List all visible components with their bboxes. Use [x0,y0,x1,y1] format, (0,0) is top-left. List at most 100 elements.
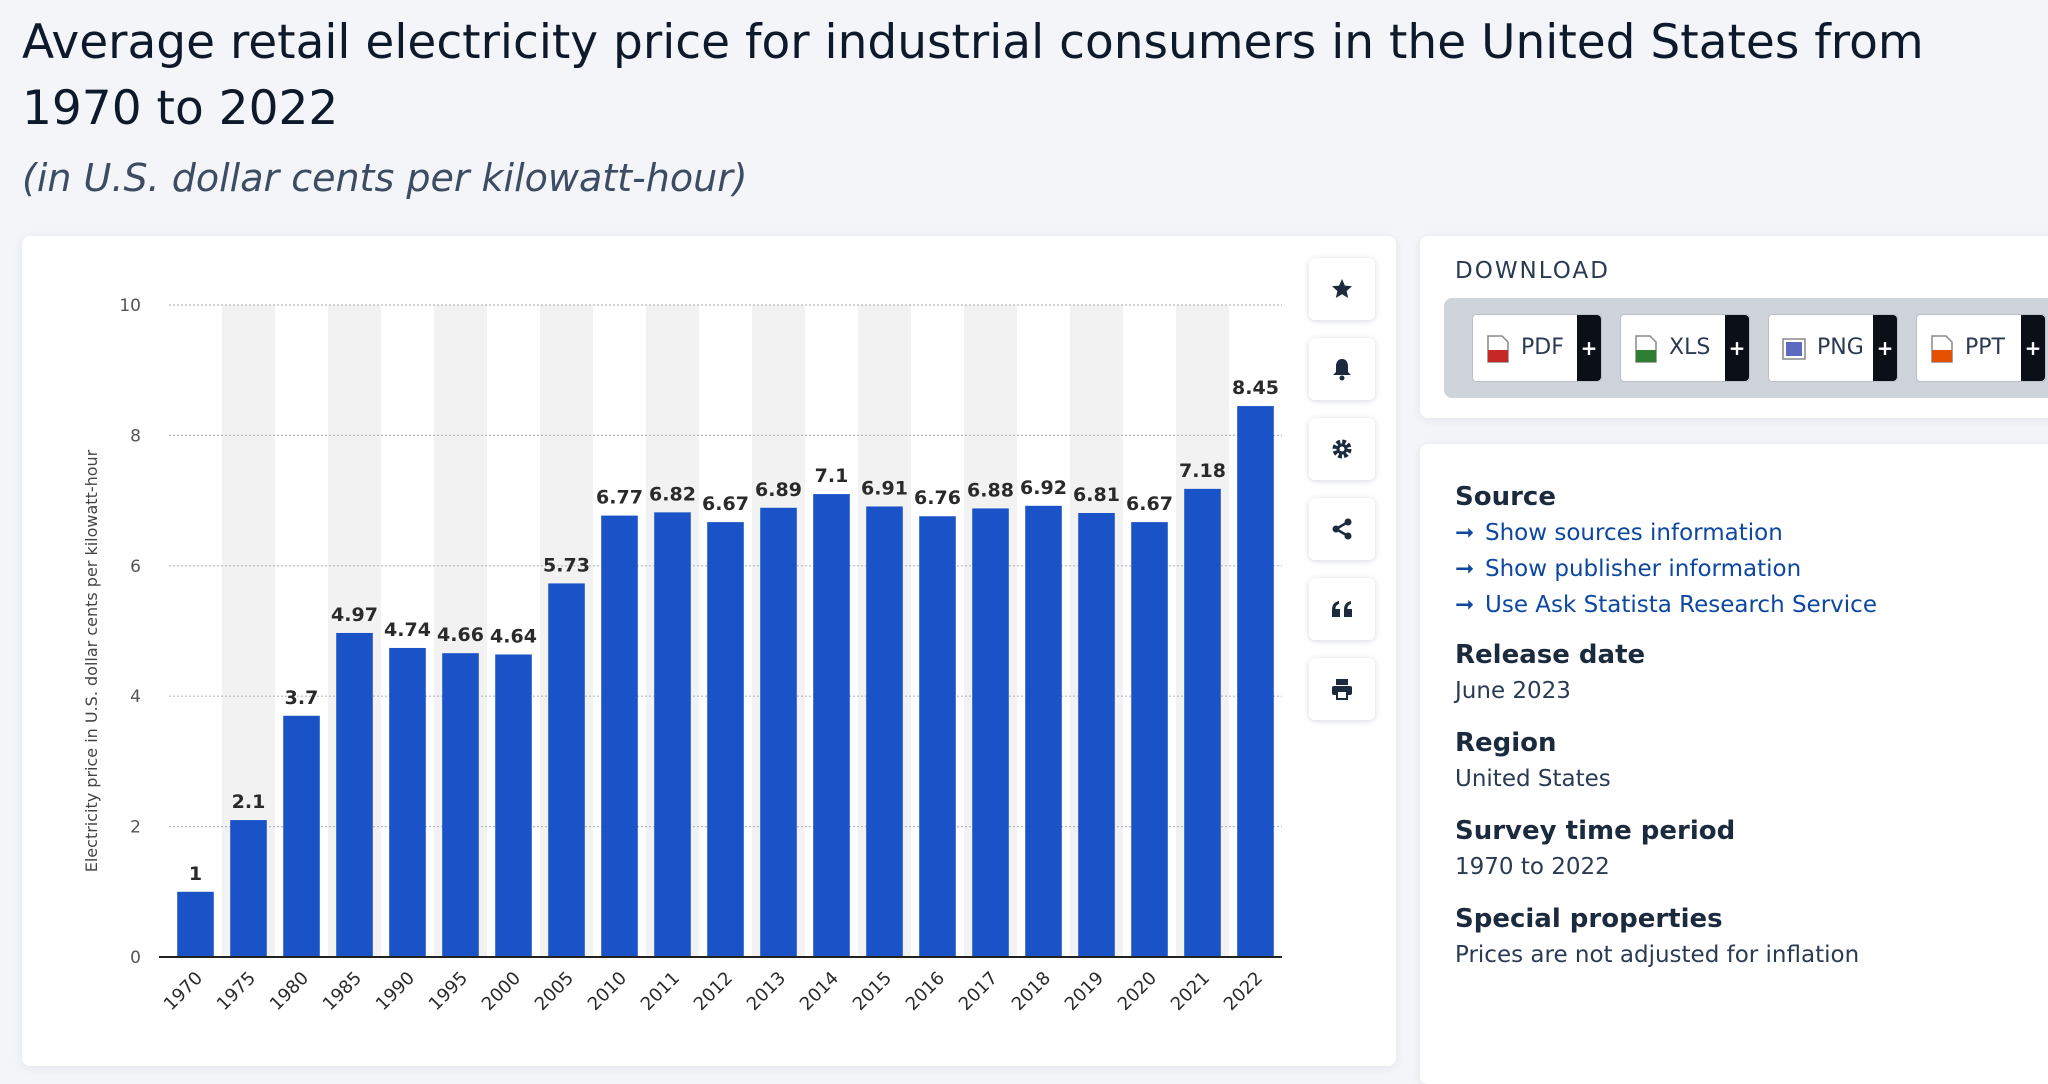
bar[interactable] [230,820,267,957]
value-label: 6.92 [1020,477,1067,499]
bar[interactable] [707,522,744,957]
x-tick-label: 2012 [690,968,737,1015]
print-button[interactable] [1309,658,1375,720]
bar[interactable] [601,515,638,957]
bar[interactable] [495,654,532,957]
x-tick-label: 2019 [1061,968,1108,1015]
x-tick-label: 1990 [372,968,419,1015]
arrow-right-icon: ➞ [1455,556,1475,582]
download-ppt-plus: + [2021,315,2045,381]
show-publisher-link[interactable]: ➞ Show publisher information [1455,556,2035,582]
bars [177,406,1274,957]
gear-icon [1332,439,1352,459]
download-png-plus: + [1873,315,1897,381]
x-tick-label: 2005 [531,968,578,1015]
download-xls-button[interactable]: XLS + [1620,314,1750,382]
download-ppt-label: PPT [1965,335,2005,360]
ppt-file-icon [1931,335,1953,363]
share-icon [1332,518,1352,540]
value-label: 6.77 [596,487,643,509]
y-tick-label: 8 [130,426,141,446]
bar[interactable] [1237,406,1274,957]
x-tick-label: 2018 [1008,968,1055,1015]
value-label: 8.45 [1232,377,1279,399]
bar[interactable] [1184,488,1221,957]
x-tick-label: 1995 [425,968,472,1015]
settings-button[interactable] [1309,418,1375,480]
printer-icon [1332,679,1352,700]
value-label: 4.66 [437,624,484,646]
value-label: 6.91 [861,477,908,499]
download-xls-plus: + [1725,315,1749,381]
download-ppt-button[interactable]: PPT + [1916,314,2046,382]
download-panel: DOWNLOAD PDF + XLS + PNG + [1420,236,2048,418]
xls-file-icon [1635,335,1657,363]
show-sources-link[interactable]: ➞ Show sources information [1455,520,2035,546]
x-tick-label: 2015 [849,968,896,1015]
x-tick-label: 2014 [796,968,843,1015]
value-label: 6.82 [649,483,696,505]
show-publisher-label: Show publisher information [1485,556,1802,582]
x-tick-label: 2016 [902,968,949,1015]
ask-statista-label: Use Ask Statista Research Service [1485,592,1877,618]
bar[interactable] [1131,522,1168,957]
y-axis-label: Electricity price in U.S. dollar cents p… [82,449,101,872]
download-png-label: PNG [1817,335,1864,360]
bar[interactable] [1025,505,1062,957]
png-file-icon [1782,338,1806,360]
notification-button[interactable] [1309,338,1375,400]
x-tick-label: 2010 [584,968,631,1015]
y-tick-label: 2 [130,818,141,838]
x-tick-label: 2000 [478,968,525,1015]
region-section: Region United States [1455,728,2035,792]
special-value: Prices are not adjusted for inflation [1455,942,1860,968]
release-heading: Release date [1455,640,1646,670]
period-heading: Survey time period [1455,816,1736,846]
download-pdf-button[interactable]: PDF + [1472,314,1602,382]
bar[interactable] [1078,512,1115,957]
value-label: 1 [189,863,202,885]
value-label: 5.73 [543,554,590,576]
x-tick-label: 2013 [743,968,790,1015]
special-section: Special properties Prices are not adjust… [1455,904,2035,968]
info-panel: Source ➞ Show sources information ➞ Show p… [1420,444,2048,1084]
ask-statista-link[interactable]: ➞ Use Ask Statista Research Service [1455,592,2035,618]
y-tick-label: 4 [130,687,141,707]
value-label: 3.7 [285,687,319,709]
bar[interactable] [919,516,956,957]
bar[interactable] [813,494,850,957]
value-label: 7.18 [1179,460,1226,482]
x-tick-label: 2022 [1220,968,1267,1015]
value-label: 7.1 [815,465,849,487]
x-tick-label: 2011 [637,968,684,1015]
favorite-button[interactable] [1309,258,1375,320]
x-tick-label: 1970 [160,968,207,1015]
download-title: DOWNLOAD [1455,258,1610,284]
value-label: 2.1 [232,791,266,813]
download-pdf-label: PDF [1521,335,1564,360]
bar[interactable] [972,508,1009,957]
value-label: 6.88 [967,479,1014,501]
x-tick-label: 1980 [266,968,313,1015]
bar[interactable] [283,715,320,957]
arrow-right-icon: ➞ [1455,592,1475,618]
headline: Average retail electricity price for ind… [22,10,2042,200]
bar[interactable] [866,506,903,957]
bar[interactable] [442,653,479,957]
bar[interactable] [177,891,214,957]
bar[interactable] [389,647,426,957]
bar[interactable] [336,632,373,957]
share-button[interactable] [1309,498,1375,560]
download-png-button[interactable]: PNG + [1768,314,1898,382]
value-label: 6.76 [914,487,961,509]
value-label: 4.97 [331,604,378,626]
star-icon [1332,279,1352,298]
release-value: June 2023 [1455,678,1571,704]
y-tick-label: 10 [119,296,141,316]
chart-title: Average retail electricity price for ind… [22,15,1924,136]
source-heading: Source [1455,482,1556,512]
bar[interactable] [654,512,691,957]
bar[interactable] [548,583,585,957]
cite-button[interactable] [1309,578,1375,640]
bar[interactable] [760,507,797,957]
